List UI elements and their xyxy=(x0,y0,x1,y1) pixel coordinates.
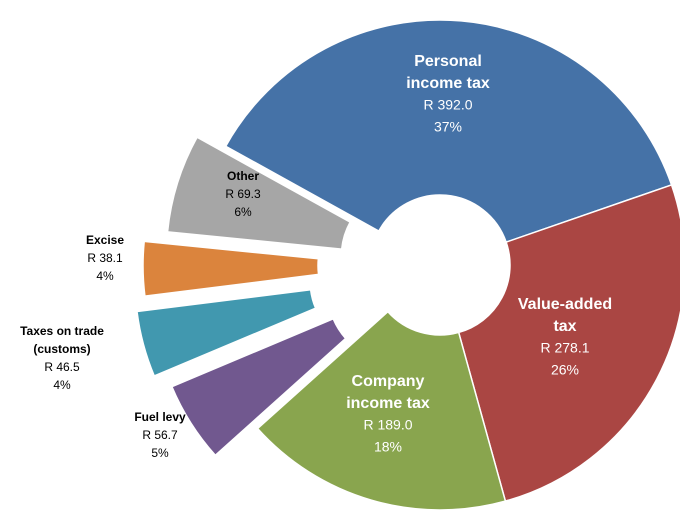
percent-label: 4% xyxy=(96,269,114,283)
slice-name: Fuel levy xyxy=(134,410,186,424)
donut-slice xyxy=(224,19,673,244)
percent-label: 6% xyxy=(234,205,252,219)
slice-name-line: Taxes on trade xyxy=(20,324,104,338)
value-label: R 56.7 xyxy=(142,428,178,442)
slice-name-line: income tax xyxy=(406,75,490,92)
slice-name-line: Value-added xyxy=(518,296,612,313)
percent-label: 5% xyxy=(151,446,169,460)
percent-label: 26% xyxy=(551,362,579,378)
value-label: R 38.1 xyxy=(87,251,123,265)
percent-label: 4% xyxy=(53,378,71,392)
slice-name: Taxes on trade (customs) xyxy=(20,324,104,356)
donut-slice xyxy=(457,183,680,503)
slice-name-line: Excise xyxy=(86,233,124,247)
slice-name: Personal income tax xyxy=(406,53,490,92)
slice-name-line: Fuel levy xyxy=(134,410,186,424)
value-label: R 189.0 xyxy=(363,417,412,433)
slice-name-line: Personal xyxy=(414,53,482,70)
value-label: R 278.1 xyxy=(540,340,589,356)
slice-name: Other xyxy=(227,169,259,183)
percent-label: 37% xyxy=(434,119,462,135)
slice-name-line: income tax xyxy=(346,395,430,412)
slice-name: Excise xyxy=(86,233,124,247)
value-label: R 69.3 xyxy=(225,187,261,201)
value-label: R 392.0 xyxy=(423,97,472,113)
donut-slice xyxy=(136,288,317,377)
donut-slice xyxy=(166,136,352,250)
slice-name: Value-added tax xyxy=(518,296,612,335)
donut-slice xyxy=(170,317,347,457)
slice-name-line: Company xyxy=(352,373,425,390)
percent-label: 18% xyxy=(374,439,402,455)
slice-name-line: Other xyxy=(227,169,259,183)
slice-name-line: tax xyxy=(553,318,576,335)
donut-slice xyxy=(256,310,507,511)
slice-name: Company income tax xyxy=(346,373,430,412)
slice-name-line: (customs) xyxy=(33,342,90,356)
value-label: R 46.5 xyxy=(44,360,80,374)
donut-slice xyxy=(142,240,320,297)
